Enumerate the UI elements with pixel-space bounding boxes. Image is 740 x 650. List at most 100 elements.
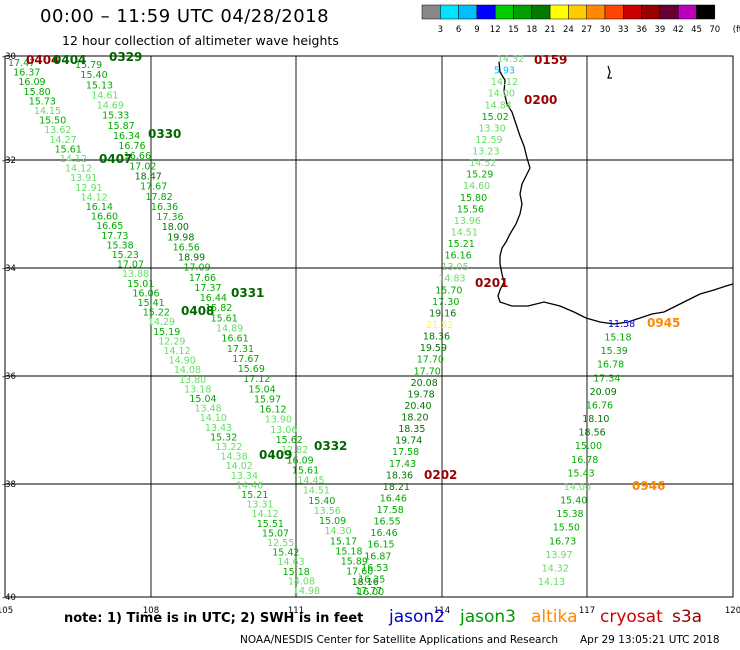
wave-value: 15.97	[254, 394, 281, 405]
wave-value: 14.12	[163, 346, 190, 357]
wave-value: 13.88	[122, 269, 149, 280]
wave-value: 17.30	[432, 297, 459, 308]
wave-value: 20.09	[590, 387, 617, 398]
track-time-label-0332: 0332	[314, 439, 347, 453]
wave-value: 15.29	[466, 170, 493, 181]
wave-value: 16.09	[18, 77, 45, 88]
wave-value: 19.16	[429, 308, 456, 319]
wave-value: 13.43	[205, 423, 232, 434]
wave-value: 15.00	[575, 441, 602, 452]
wave-value: 17.43	[389, 459, 416, 470]
wave-value: 16.55	[374, 517, 401, 528]
wave-value: 15.40	[80, 70, 107, 81]
wave-value: 15.21	[448, 239, 475, 250]
wave-value: 14.83	[438, 274, 465, 285]
track-time-label-0201: 0201	[475, 276, 508, 290]
wave-value: 14.61	[91, 90, 118, 101]
track-time-label-0945: 0945	[647, 316, 680, 330]
wave-value: 16.46	[380, 493, 407, 504]
page-subtitle: 12 hour collection of altimeter wave hei…	[62, 33, 339, 48]
colorbar-tick: 21	[545, 25, 556, 35]
note-text: note: 1) Time is in UTC; 2) SWH is in fe…	[64, 611, 364, 626]
wave-value: 21.52	[426, 320, 453, 331]
wave-value: 16.73	[549, 536, 576, 547]
wave-value: 16.14	[86, 202, 113, 213]
grid-lines	[5, 56, 733, 597]
wave-value: 18.00	[162, 222, 189, 233]
wave-value: 15.17	[330, 536, 357, 547]
lon-label: 117	[579, 606, 595, 616]
wave-value: 15.62	[276, 435, 303, 446]
wave-value: 15.18	[335, 546, 362, 557]
wave-value: 14.02	[226, 461, 253, 472]
wave-value: 15.18	[283, 567, 310, 578]
wave-value: 16.61	[221, 334, 248, 345]
lon-label: 114	[434, 606, 450, 616]
legend-jason3: jason3	[460, 607, 516, 627]
lon-label: 105	[0, 606, 13, 616]
wave-value: 13.96	[454, 216, 481, 227]
wave-value: 17.36	[156, 212, 183, 223]
wave-value: 15.80	[24, 87, 51, 98]
track-time-label-0404a: 0404	[26, 53, 59, 67]
wave-value: 17.58	[392, 447, 419, 458]
wave-value: 15.19	[153, 327, 180, 338]
wave-value: 13.23	[472, 147, 499, 158]
wave-value: 15.21	[241, 490, 268, 501]
wave-value: 13.97	[545, 550, 572, 561]
wave-value: 13.05	[441, 262, 468, 273]
wave-value: 13.22	[215, 442, 242, 453]
wave-value: 14.89	[216, 324, 243, 335]
legend-s3a: s3a	[672, 607, 703, 627]
legend-jason2: jason2	[389, 607, 445, 627]
wave-value: 17.34	[593, 373, 620, 384]
wave-value: 15.70	[435, 285, 462, 296]
wave-value: 18.20	[401, 413, 428, 424]
wave-value: 13.80	[179, 375, 206, 386]
wave-value: 11.58	[608, 319, 635, 330]
wave-value: 14.00	[488, 89, 515, 100]
wave-value: 17.70	[417, 355, 444, 366]
colorbar-tick: 12	[490, 25, 501, 35]
wave-value: 16.15	[367, 540, 394, 551]
wave-value: 15.61	[292, 465, 319, 476]
colorbar-tick: 9	[474, 25, 479, 35]
wave-value: 12.29	[158, 336, 185, 347]
wave-value: 17.47	[8, 58, 35, 69]
wave-value: 13.30	[478, 123, 505, 134]
wave-value: 17.02	[129, 161, 156, 172]
track-time-label-0200: 0200	[524, 93, 557, 107]
wave-value: 16.09	[287, 455, 314, 466]
wave-value: 14.12	[81, 192, 108, 203]
wave-value: 15.39	[601, 346, 628, 357]
wave-value: 17.37	[194, 283, 221, 294]
lon-label: 108	[143, 606, 159, 616]
track-time-label-0202: 0202	[424, 468, 457, 482]
wave-value: 14.12	[60, 154, 87, 165]
coastline	[497, 61, 734, 325]
colorbar-tick: 36	[636, 25, 647, 35]
wave-value: 17.31	[227, 344, 254, 355]
wave-value: 14.12	[65, 164, 92, 175]
wave-value: 16.06	[132, 288, 159, 299]
wave-value: 15.50	[39, 116, 66, 127]
wave-value: 14.51	[451, 227, 478, 238]
lat-label: -36	[2, 372, 16, 382]
wave-value: 14.32	[542, 563, 569, 574]
wave-value: 17.12	[243, 374, 270, 385]
colorbar-tick: 39	[654, 25, 665, 35]
wave-value: 15.40	[308, 496, 335, 507]
lat-label: -40	[2, 593, 16, 603]
coastline-islet	[607, 65, 612, 79]
wave-value: 14.63	[277, 557, 304, 568]
lat-label: -38	[2, 480, 16, 490]
wave-value: 16.65	[96, 221, 123, 232]
wave-value: 16.44	[200, 293, 227, 304]
wave-value: 19.59	[420, 343, 447, 354]
wave-value: 15.13	[86, 80, 113, 91]
wave-value: 18.56	[579, 428, 606, 439]
wave-value: 14.13	[538, 577, 565, 588]
wave-value: 15.42	[272, 548, 299, 559]
colorbar-tick: 18	[526, 25, 537, 35]
